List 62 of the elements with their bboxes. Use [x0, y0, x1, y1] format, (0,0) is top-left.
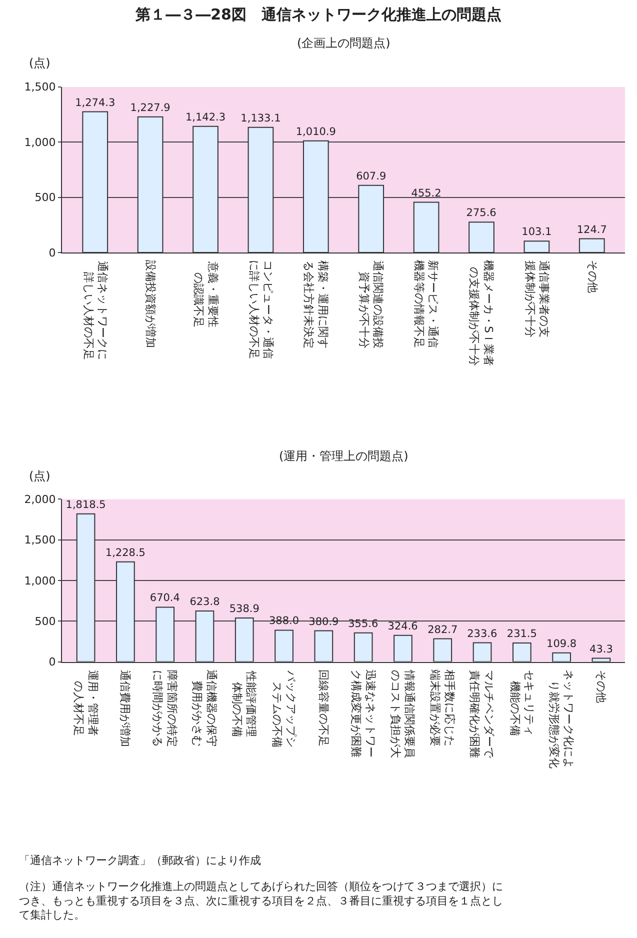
y-axis-title: (点) — [29, 56, 50, 70]
data-label: 124.7 — [576, 224, 607, 236]
data-label: 275.6 — [466, 207, 497, 220]
x-tick-label: 構築・運用に関する会社方針未決定 — [302, 260, 330, 349]
x-tick-label: マルチベンダーで責任明確化が困難 — [468, 670, 496, 759]
data-label: 455.2 — [411, 187, 442, 200]
x-tick-label: 障害箇所の特定に時間がかかる — [150, 670, 178, 748]
data-label: 1,133.1 — [240, 112, 281, 124]
data-label: 538.9 — [229, 602, 260, 615]
data-label: 1,227.9 — [130, 102, 170, 114]
x-tick-label: 新サービス・通信機器等の情報不足 — [412, 260, 440, 348]
data-label: 1,142.3 — [185, 111, 226, 124]
x-tick-label: 情報通信関係要員のコスト負担が大 — [388, 669, 416, 758]
x-tick-label: 設備投資額が増加 — [144, 260, 157, 348]
y-tick-label: 1,000 — [24, 574, 56, 588]
x-tick-label: 回線容量の不足 — [316, 670, 330, 747]
x-tick-label: 相手数に応じた端末設置が必要 — [428, 670, 456, 747]
data-label: 1,818.5 — [66, 498, 106, 511]
x-tick-label: 運用・管理者の人材不足 — [72, 670, 100, 736]
x-tick-label: 通信関連の設備投資予算が不十分 — [357, 260, 385, 348]
data-label: 623.8 — [190, 596, 220, 608]
x-tick-label: コンピュータ・通信に詳しい人材の不足 — [247, 260, 275, 360]
chart-subtitle: (企画上の問題点) — [297, 36, 390, 50]
x-tick-label: その他 — [586, 260, 599, 294]
y-tick-label: 0 — [48, 246, 56, 260]
y-tick-label: 1,500 — [24, 534, 56, 547]
data-label: 1,010.9 — [296, 126, 336, 138]
chart-title: 第１―３―28図 通信ネットワーク化推進上の問題点 — [134, 5, 502, 24]
x-tick-label: 通信費用が増加 — [118, 670, 132, 747]
x-tick-label: 迅速なネットワーク構成変更が困難 — [350, 669, 378, 758]
data-label: 43.3 — [590, 643, 613, 656]
y-tick-label: 0 — [48, 656, 56, 669]
data-label: 670.4 — [150, 592, 180, 604]
x-tick-label: その他 — [594, 670, 608, 703]
data-label: 233.6 — [467, 628, 498, 640]
y-tick-label: 1,000 — [24, 136, 56, 149]
x-tick-label: 通信機器の保守費用がかさむ — [190, 669, 218, 746]
x-tick-label: 機器メーカ・SＩ業者の支援体制が不十分 — [468, 260, 495, 366]
data-label: 1,228.5 — [105, 546, 146, 559]
data-label: 1,274.3 — [75, 96, 116, 109]
x-tick-label: バックアップシステムの不備 — [270, 670, 298, 748]
x-tick-label: セキュリティ機能の不備 — [508, 670, 536, 736]
x-tick-label: ネットワーク化により就労形態が変化 — [547, 670, 575, 769]
y-tick-label: 1,500 — [24, 80, 56, 94]
x-tick-label: 通信事業者の支援体制が不十分 — [523, 260, 551, 338]
data-label: 109.8 — [546, 638, 577, 650]
data-label: 231.5 — [506, 628, 537, 640]
data-label: 103.1 — [522, 226, 552, 238]
text: （注）通信ネットワーク化推進上の問題点としてあげられた回答（順位をつけて３つまで選択）につき、もっとも重視する項目を３点、次に重視する項目を２点、３番目に重視する項目を１点として集計した。 — [19, 880, 503, 922]
y-tick-label: 500 — [34, 191, 56, 204]
x-tick-label: 通信ネットワークに詳しい人材の不足 — [82, 260, 110, 360]
data-label: 282.7 — [428, 624, 458, 636]
y-tick-label: 500 — [34, 614, 56, 628]
y-axis-title: (点) — [29, 469, 50, 483]
y-tick-label: 2,000 — [24, 492, 56, 506]
data-label: 607.9 — [356, 170, 386, 182]
chart-title: (運用・管理上の問題点) — [279, 449, 408, 463]
data-label: 355.6 — [348, 618, 379, 630]
x-tick-label: 性能評価管理体制の不備 — [230, 670, 258, 737]
x-tick-label: 意義・重要性の認識不足 — [192, 260, 220, 328]
data-label: 324.6 — [388, 620, 418, 632]
text: 「通信ネットワーク調査」（郵政省）により作成 — [19, 854, 261, 867]
